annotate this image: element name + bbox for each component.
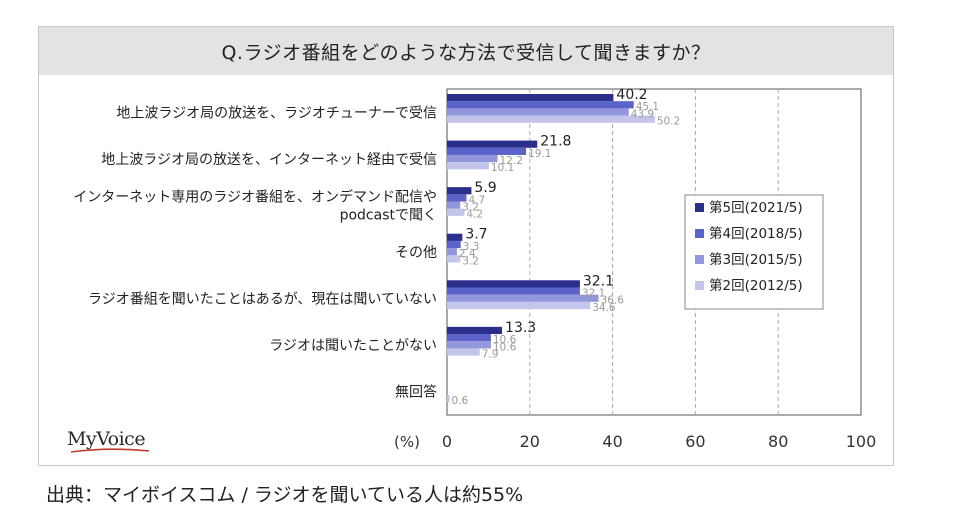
- bar: [447, 287, 580, 295]
- value-labels: 40.245.143.950.221.819.112.210.15.94.73.…: [451, 87, 680, 407]
- legend-swatch: [695, 281, 704, 290]
- value-label: 12.2: [500, 155, 523, 167]
- bar: [447, 140, 538, 148]
- bar-chart: 40.245.143.950.221.819.112.210.15.94.73.…: [73, 87, 876, 451]
- bar: [447, 101, 634, 109]
- bar: [447, 94, 614, 102]
- x-tick-label: 100: [846, 432, 877, 451]
- bar: [447, 326, 503, 335]
- x-tick-label: 40: [602, 432, 622, 451]
- legend-box: [684, 194, 824, 310]
- bar: [447, 208, 465, 216]
- value-label: 19.1: [528, 148, 551, 160]
- legend-swatch: [695, 229, 704, 238]
- category-label: ラジオ番組を聞いたことはあるが、現在は聞いていない: [88, 292, 437, 308]
- value-label: 3.3: [463, 241, 480, 253]
- bar: [447, 147, 527, 155]
- bar: [447, 301, 591, 310]
- bar: [447, 255, 461, 263]
- value-label: 32.1: [583, 273, 614, 289]
- bar: [447, 248, 457, 256]
- value-label: 4.2: [466, 209, 483, 221]
- value-label: 7.9: [482, 348, 499, 360]
- value-label: 3.7: [465, 227, 487, 243]
- category-labels: 地上波ラジオ局の放送を、ラジオチューナーで受信地上波ラジオ局の放送を、インターネ…: [73, 105, 437, 400]
- bar: [447, 201, 461, 209]
- legend-swatch: [695, 203, 704, 212]
- bar: [447, 187, 472, 195]
- category-label: podcastで聞く: [340, 207, 437, 223]
- bar: [447, 240, 461, 249]
- legend-label: 第2回(2012/5): [709, 277, 803, 294]
- legend-label: 第5回(2021/5): [709, 199, 803, 216]
- category-label: その他: [395, 245, 437, 261]
- logo-swoosh: [70, 448, 150, 453]
- value-label: 40.2: [616, 87, 647, 103]
- value-label: 10.6: [493, 334, 517, 346]
- bar: [447, 334, 491, 342]
- x-tick-label: 60: [685, 432, 705, 451]
- bar: [447, 280, 580, 288]
- bar: [447, 108, 629, 116]
- value-label: 4.7: [468, 194, 485, 206]
- category-label: インターネット専用のラジオ番組を、オンデマンド配信や: [73, 188, 437, 205]
- bar: [447, 395, 450, 403]
- value-label: 34.6: [592, 302, 616, 314]
- bar: [447, 194, 467, 202]
- bars: [447, 94, 655, 403]
- bar: [447, 348, 480, 356]
- value-label: 13.3: [505, 320, 536, 336]
- x-tick-label: 20: [520, 432, 540, 451]
- x-tick-label: 0: [442, 432, 452, 451]
- legend-label: 第4回(2018/5): [709, 225, 803, 242]
- value-label: 0.6: [451, 395, 468, 407]
- chart-title: Q.ラジオ番組をどのような方法で受信して聞きますか？: [39, 27, 893, 75]
- legend-label: 第3回(2015/5): [709, 251, 803, 268]
- x-unit-label: (%): [394, 433, 420, 451]
- myvoice-logo: MyVoice: [67, 428, 150, 453]
- value-label: 50.2: [657, 116, 680, 128]
- category-label: 地上波ラジオ局の放送を、インターネット経由で受信: [101, 152, 437, 168]
- value-label: 36.6: [601, 295, 625, 307]
- legend: 第5回(2021/5) 第4回(2018/5) 第3回(2015/5) 第2回(201…: [684, 194, 824, 310]
- bar: [447, 115, 655, 123]
- bar: [447, 162, 489, 170]
- value-label: 32.1: [582, 287, 605, 299]
- category-label: 地上波ラジオ局の放送を、ラジオチューナーで受信: [116, 105, 437, 121]
- bar: [447, 341, 491, 349]
- legend-swatch: [695, 255, 704, 264]
- x-axis-ticks: 0 20 40 60 80 100 (%): [394, 432, 876, 451]
- chart-frame: Q.ラジオ番組をどのような方法で受信して聞きますか？ 40.2 45.1 43.9 5…: [38, 26, 894, 466]
- value-label: 10.1: [491, 162, 514, 174]
- bar: [447, 294, 599, 302]
- source-caption: 出典：マイボイスコム / ラジオを聞いている人は約55%: [46, 484, 524, 506]
- value-label: 5.9: [474, 180, 496, 196]
- bar: [447, 233, 463, 241]
- logo-text: MyVoice: [67, 428, 146, 450]
- bar: [447, 154, 498, 163]
- category-label: ラジオは聞いたことがない: [269, 338, 437, 354]
- value-label: 10.6: [493, 341, 517, 353]
- value-label: 21.8: [540, 134, 571, 150]
- value-label: 3.2: [462, 202, 479, 214]
- value-label: 3.2: [462, 255, 479, 267]
- category-label: 無回答: [395, 384, 437, 401]
- value-label: 2.4: [459, 248, 476, 260]
- value-label: 43.9: [631, 108, 654, 120]
- x-tick-label: 80: [768, 432, 788, 451]
- value-label: 45.1: [636, 101, 659, 113]
